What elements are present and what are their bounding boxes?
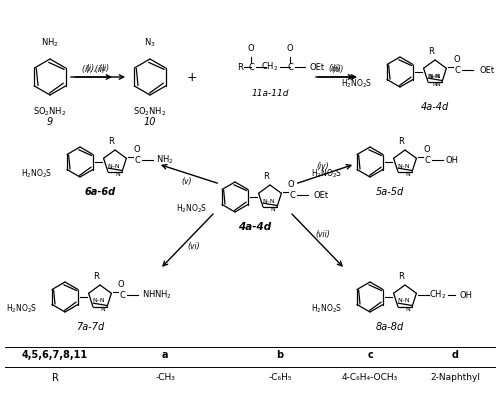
Text: N: N — [436, 82, 440, 87]
Text: NH$_2$: NH$_2$ — [41, 37, 59, 49]
Text: 4,5,6,7,8,11: 4,5,6,7,8,11 — [22, 350, 88, 360]
Text: C: C — [287, 63, 293, 72]
Text: O: O — [423, 145, 430, 154]
Text: C: C — [424, 155, 430, 164]
Text: H$_2$NO$_2$S: H$_2$NO$_2$S — [340, 78, 372, 90]
Text: R: R — [398, 137, 404, 146]
Text: CH$_2$: CH$_2$ — [430, 289, 446, 301]
Text: N–N: N–N — [398, 164, 410, 169]
Text: OEt: OEt — [314, 190, 329, 199]
Text: C: C — [134, 155, 140, 164]
Text: OEt: OEt — [309, 63, 324, 72]
Text: C: C — [454, 66, 460, 75]
Text: b: b — [276, 350, 283, 360]
Text: (i), (ii): (i), (ii) — [86, 64, 110, 73]
Text: H$_2$NO$_2$S: H$_2$NO$_2$S — [310, 168, 342, 180]
Text: H$_2$NO$_2$S: H$_2$NO$_2$S — [176, 203, 207, 215]
Text: (vii): (vii) — [316, 230, 330, 239]
Text: C: C — [248, 63, 254, 72]
Text: H$_2$NO$_2$S: H$_2$NO$_2$S — [20, 168, 52, 180]
Text: 4-C₆H₄-OCH₃: 4-C₆H₄-OCH₃ — [342, 374, 398, 382]
Text: C: C — [289, 190, 295, 199]
Text: N: N — [270, 207, 276, 212]
Text: H$_2$NO$_2$S: H$_2$NO$_2$S — [310, 303, 342, 315]
Text: R: R — [93, 272, 99, 281]
Text: OEt: OEt — [479, 66, 494, 75]
Text: N: N — [406, 172, 410, 177]
Text: (iii): (iii) — [329, 64, 341, 73]
Text: N: N — [100, 307, 105, 312]
Text: CH$_2$: CH$_2$ — [262, 61, 278, 73]
Text: 11a-11d: 11a-11d — [252, 89, 289, 98]
Text: +: + — [186, 70, 198, 84]
Text: a: a — [162, 350, 168, 360]
Text: 9: 9 — [47, 117, 53, 127]
Text: OH: OH — [459, 290, 472, 300]
Text: O: O — [248, 44, 254, 53]
Text: 6a-6d: 6a-6d — [84, 187, 116, 197]
Text: 8a-8d: 8a-8d — [376, 322, 404, 332]
Text: NH$_2$: NH$_2$ — [156, 154, 174, 166]
Text: N: N — [406, 307, 410, 312]
Text: (v): (v) — [182, 177, 192, 186]
Text: N–N: N–N — [92, 299, 106, 304]
Text: d: d — [452, 350, 458, 360]
Text: OH: OH — [446, 155, 459, 164]
Text: NHNH$_2$: NHNH$_2$ — [142, 289, 172, 301]
Text: H$_2$NO$_2$S: H$_2$NO$_2$S — [6, 303, 37, 315]
Text: 7a-7d: 7a-7d — [76, 322, 104, 332]
Text: O: O — [133, 145, 140, 154]
Text: O: O — [288, 180, 294, 189]
Text: N–N: N–N — [428, 73, 440, 79]
Text: 4a-4d: 4a-4d — [238, 222, 272, 232]
Text: -CH₃: -CH₃ — [155, 374, 175, 382]
Text: 5a-5d: 5a-5d — [376, 187, 404, 197]
Text: O: O — [286, 44, 294, 53]
Text: R: R — [237, 63, 243, 72]
Text: O: O — [118, 280, 124, 289]
Text: C: C — [119, 290, 125, 300]
Text: O: O — [453, 55, 460, 64]
Text: N$_3$: N$_3$ — [144, 37, 156, 49]
Text: N–N: N–N — [108, 164, 120, 169]
Text: (vi): (vi) — [187, 241, 200, 250]
Text: R: R — [263, 172, 269, 181]
Text: N: N — [116, 172, 120, 177]
Text: N–N: N–N — [262, 199, 276, 204]
Text: 10: 10 — [144, 117, 156, 127]
Text: N: N — [432, 82, 438, 87]
Text: c: c — [367, 350, 373, 360]
Text: N–N: N–N — [398, 299, 410, 304]
Text: R: R — [428, 47, 434, 56]
Text: R: R — [398, 272, 404, 281]
Text: R: R — [108, 137, 114, 146]
Text: (iv): (iv) — [316, 162, 329, 171]
Text: SO$_2$NH$_2$: SO$_2$NH$_2$ — [33, 105, 67, 117]
Text: N–N: N–N — [428, 73, 442, 79]
Text: -C₆H₅: -C₆H₅ — [268, 374, 292, 382]
Text: (iii): (iii) — [332, 65, 344, 74]
Text: SO$_2$NH$_2$: SO$_2$NH$_2$ — [133, 105, 167, 117]
Text: (i), (ii): (i), (ii) — [82, 65, 105, 74]
Text: 4a-4d: 4a-4d — [421, 102, 449, 112]
Text: 2-Naphthyl: 2-Naphthyl — [430, 374, 480, 382]
Text: R: R — [52, 373, 59, 383]
